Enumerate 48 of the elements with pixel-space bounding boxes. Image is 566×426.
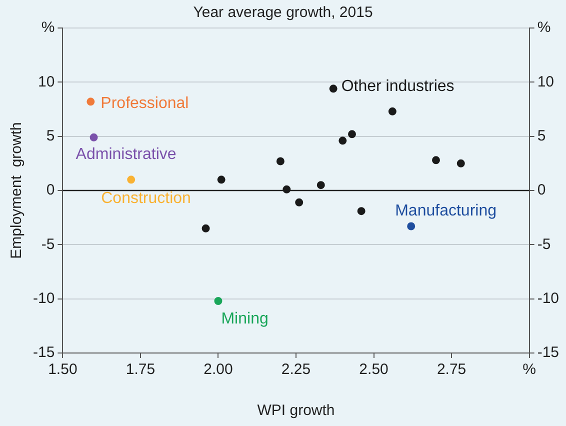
x-tick-label: 2.25 (281, 361, 311, 378)
point (357, 207, 366, 216)
y-tick-label: -5 (41, 236, 55, 253)
point (456, 159, 465, 168)
point (329, 84, 338, 93)
series-label: Manufacturing (395, 202, 496, 220)
y2-tick-label: -15 (537, 344, 560, 362)
y-tick-label: 0 (46, 182, 55, 199)
y-tick-label: 10 (38, 73, 55, 90)
x-tick-label: 1.50 (48, 361, 78, 378)
point (316, 181, 325, 190)
y2-tick-label: -10 (537, 290, 560, 307)
x-tick-label: 2.75 (436, 361, 466, 378)
point (276, 157, 284, 166)
point (348, 130, 356, 138)
y-tick-label: -10 (32, 290, 55, 307)
y2-tick-label: -5 (537, 236, 551, 253)
point (295, 198, 304, 206)
x-tick-label: % (522, 361, 536, 378)
y-tick-label: 5 (46, 127, 55, 144)
point (90, 133, 98, 142)
point (338, 136, 347, 145)
y2-tick-label: 0 (537, 182, 546, 199)
series-label: Other industries (341, 78, 454, 96)
point (86, 98, 95, 106)
point (432, 156, 440, 164)
series-label: Mining (221, 310, 268, 328)
point (282, 185, 291, 194)
series-label: Administrative (76, 146, 176, 163)
point (407, 222, 416, 230)
point (388, 107, 396, 116)
point (214, 297, 222, 305)
y-tick-label: % (41, 19, 55, 36)
chart-title: Year average growth, 2015 (193, 4, 373, 22)
point (127, 176, 136, 184)
x-axis-title: WPI growth (257, 402, 335, 420)
y-axis-title: Employment growth (8, 122, 26, 259)
y-tick-label: -15 (32, 344, 55, 362)
point (202, 224, 210, 232)
x-tick-label: 2.00 (204, 361, 233, 378)
point (217, 176, 226, 184)
series-label: Professional (100, 95, 189, 112)
y2-tick-label: 10 (537, 73, 554, 90)
series-label: Construction (101, 190, 191, 208)
x-tick-label: 2.50 (359, 361, 388, 378)
y2-tick-label: % (537, 19, 551, 36)
y2-tick-label: 5 (537, 127, 546, 144)
x-tick-label: 1.75 (126, 361, 156, 378)
